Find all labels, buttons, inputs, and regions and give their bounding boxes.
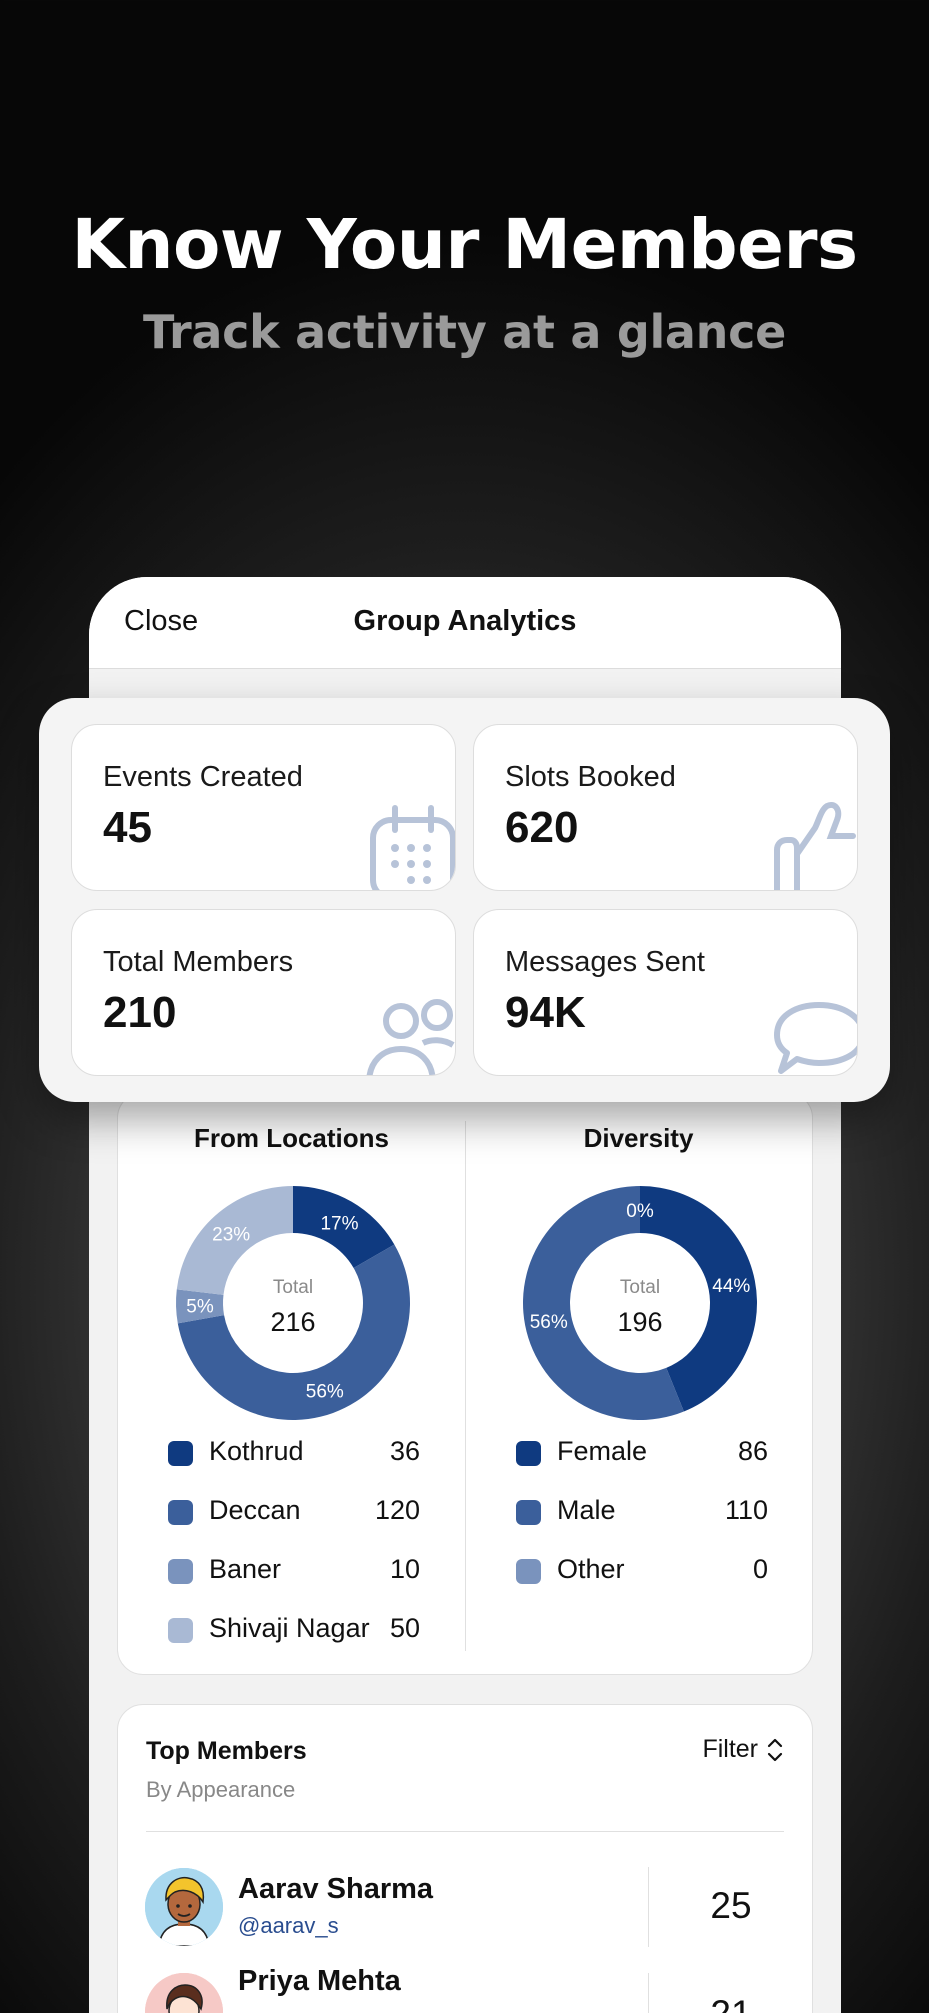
hero-title: Know Your Members (71, 205, 858, 285)
legend-swatch (168, 1441, 193, 1466)
donut-percent-label: 56% (306, 1381, 344, 1402)
member-appearance-count: 21 (648, 1993, 814, 2013)
legend-swatch (168, 1559, 193, 1584)
member-count-separator (648, 1973, 649, 2013)
legend-value: 50 (389, 1613, 420, 1643)
legend-label: Other (557, 1554, 625, 1584)
stat-card-events-created[interactable]: Events Created 45 (71, 724, 456, 891)
legend-value: 36 (389, 1436, 420, 1466)
legend-label: Baner (209, 1554, 282, 1584)
avatar-illustration (145, 1973, 223, 2013)
stat-label: Total Members (103, 946, 294, 978)
hero-subtitle: Track activity at a glance (143, 305, 786, 359)
legend-value: 120 (374, 1495, 420, 1525)
legend-value: 86 (737, 1436, 768, 1466)
member-handle: @aarav_s (238, 1913, 339, 1938)
stat-card-slots-booked[interactable]: Slots Booked 620 (473, 724, 858, 891)
avatar (145, 1868, 223, 1946)
avatar-illustration (145, 1868, 223, 1946)
legend-swatch (168, 1500, 193, 1525)
legend-item: Male 110 (516, 1492, 768, 1532)
page-title: Group Analytics (353, 605, 577, 637)
people-icon (366, 999, 455, 1075)
legend-item: Kothrud 36 (168, 1433, 420, 1473)
donut-percent-label: 0% (626, 1201, 654, 1222)
top-members-subtitle: By Appearance (146, 1777, 296, 1802)
calendar-icon (370, 805, 455, 890)
diversity-chart-title: Diversity (583, 1123, 694, 1153)
locations-center-label: Total (273, 1277, 313, 1298)
legend-swatch (168, 1618, 193, 1643)
top-members-card: Top Members By Appearance Filter Aarav S… (117, 1704, 813, 2013)
diversity-donut-chart: 44% 56% 0% Total 196 (523, 1186, 757, 1420)
legend-item: Baner 10 (168, 1551, 420, 1591)
stat-value: 45 (103, 803, 152, 852)
stat-label: Events Created (103, 761, 303, 793)
stat-label: Messages Sent (505, 946, 705, 978)
chevron-up-down-icon (767, 1738, 783, 1761)
donut-slice-female (640, 1186, 757, 1412)
legend-label: Male (557, 1495, 616, 1525)
stat-value: 620 (505, 803, 579, 852)
legend-label: Deccan (209, 1495, 301, 1525)
members-separator (146, 1831, 784, 1832)
legend-item: Female 86 (516, 1433, 768, 1473)
avatar (145, 1973, 223, 2013)
member-row[interactable]: Priya Mehta 21 (118, 1963, 814, 2013)
legend-swatch (516, 1559, 541, 1584)
member-name: Priya Mehta (238, 1965, 401, 1997)
close-button[interactable]: Close (124, 605, 199, 637)
filter-button[interactable]: Filter (702, 1735, 784, 1764)
donut-slice-kothrud (293, 1186, 395, 1268)
legend-label: Shivaji Nagar (209, 1613, 370, 1643)
member-row[interactable]: Aarav Sharma @aarav_s 25 (118, 1851, 814, 1963)
charts-divider (465, 1121, 466, 1651)
donut-percent-label: 5% (186, 1297, 214, 1318)
legend-item: Shivaji Nagar 50 (168, 1610, 420, 1650)
donut-percent-label: 23% (212, 1225, 250, 1246)
charts-card: From Locations Diversity 17% 56% 5% 23% Tot… (117, 1092, 813, 1675)
donut-slice-baner (176, 1289, 225, 1324)
legend-item: Deccan 120 (168, 1492, 420, 1532)
legend-item: Other 0 (516, 1551, 768, 1591)
stats-overlay-panel: Events Created 45 Slots Booked 620 Total… (39, 698, 890, 1102)
filter-label: Filter (702, 1735, 758, 1763)
thumbs-up-icon (774, 802, 856, 890)
stat-value: 94K (505, 988, 586, 1037)
nav-header: Close Group Analytics (89, 577, 841, 669)
stat-card-total-members[interactable]: Total Members 210 (71, 909, 456, 1076)
donut-percent-label: 44% (712, 1276, 750, 1297)
chat-bubble-icon (774, 1002, 857, 1074)
legend-label: Kothrud (209, 1436, 304, 1466)
donut-percent-label: 56% (530, 1312, 568, 1333)
locations-chart-title: From Locations (193, 1123, 389, 1153)
legend-value: 10 (389, 1554, 420, 1584)
top-members-title: Top Members (146, 1737, 307, 1765)
diversity-center-label: Total (620, 1277, 660, 1298)
donut-slice-shivaji-nagar (176, 1186, 293, 1295)
member-appearance-count: 25 (710, 1885, 752, 1926)
member-count-separator (648, 1867, 649, 1947)
stat-label: Slots Booked (505, 761, 676, 793)
legend-swatch (516, 1441, 541, 1466)
donut-slice-male (523, 1186, 684, 1420)
legend-label: Female (557, 1436, 648, 1466)
member-name: Aarav Sharma (238, 1873, 434, 1905)
donut-slice-deccan (177, 1244, 410, 1420)
stat-value: 210 (103, 988, 177, 1037)
locations-center-total: 216 (270, 1307, 315, 1337)
legend-value: 0 (752, 1554, 768, 1584)
diversity-center-total: 196 (617, 1307, 662, 1337)
legend-swatch (516, 1500, 541, 1525)
donut-percent-label: 17% (320, 1213, 358, 1234)
locations-donut-chart: 17% 56% 5% 23% Total 216 (176, 1186, 410, 1420)
stat-card-messages-sent[interactable]: Messages Sent 94K (473, 909, 858, 1076)
legend-value: 110 (724, 1495, 768, 1525)
